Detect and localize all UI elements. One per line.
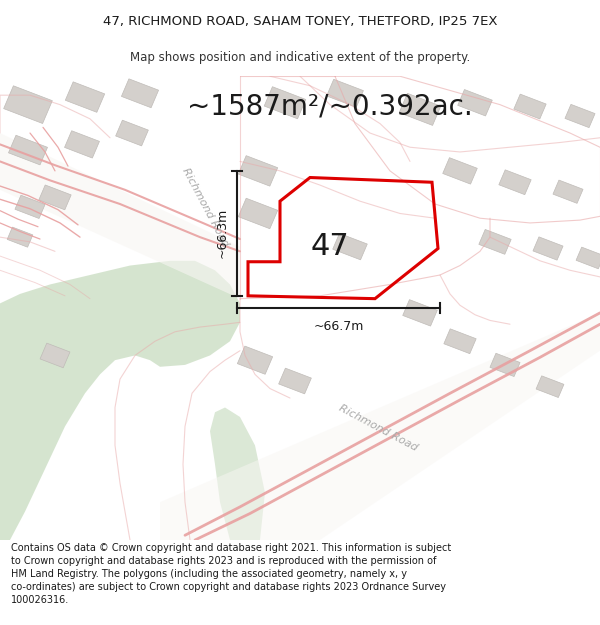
Text: ~1587m²/~0.392ac.: ~1587m²/~0.392ac. bbox=[187, 92, 473, 121]
Bar bbox=[499, 170, 531, 194]
Text: Map shows position and indicative extent of the property.: Map shows position and indicative extent… bbox=[130, 51, 470, 64]
Text: 47, RICHMOND ROAD, SAHAM TONEY, THETFORD, IP25 7EX: 47, RICHMOND ROAD, SAHAM TONEY, THETFORD… bbox=[103, 15, 497, 28]
Bar bbox=[4, 86, 52, 124]
Bar bbox=[326, 79, 364, 107]
Bar bbox=[116, 120, 148, 146]
Bar bbox=[458, 89, 492, 116]
Bar bbox=[39, 185, 71, 210]
Bar bbox=[333, 233, 367, 260]
Bar bbox=[238, 198, 278, 229]
Text: Richmond Road: Richmond Road bbox=[180, 166, 230, 248]
Bar bbox=[443, 158, 477, 184]
Polygon shape bbox=[0, 133, 240, 299]
Bar bbox=[553, 180, 583, 203]
Polygon shape bbox=[0, 261, 240, 540]
Bar bbox=[479, 229, 511, 254]
Bar bbox=[399, 93, 441, 126]
Text: 47: 47 bbox=[311, 232, 349, 261]
Bar bbox=[514, 94, 546, 119]
Bar bbox=[121, 79, 158, 107]
Text: Richmond Road: Richmond Road bbox=[337, 403, 419, 453]
Text: Contains OS data © Crown copyright and database right 2021. This information is : Contains OS data © Crown copyright and d… bbox=[11, 542, 451, 606]
Bar bbox=[565, 104, 595, 127]
Bar bbox=[576, 247, 600, 269]
Bar bbox=[7, 227, 33, 247]
Bar bbox=[536, 376, 564, 398]
Bar bbox=[490, 353, 520, 376]
Polygon shape bbox=[160, 313, 600, 540]
Bar bbox=[238, 156, 278, 186]
Bar bbox=[65, 82, 104, 112]
Bar bbox=[278, 368, 311, 394]
Bar bbox=[40, 343, 70, 367]
Bar bbox=[264, 87, 306, 119]
Bar bbox=[533, 237, 563, 260]
Text: ~66.3m: ~66.3m bbox=[216, 208, 229, 259]
Bar bbox=[15, 195, 45, 219]
Bar bbox=[238, 346, 272, 374]
Bar bbox=[65, 131, 100, 158]
Text: ~66.7m: ~66.7m bbox=[313, 321, 364, 333]
Bar bbox=[444, 329, 476, 354]
Bar bbox=[8, 135, 47, 165]
Polygon shape bbox=[210, 408, 265, 540]
Bar bbox=[403, 299, 437, 326]
